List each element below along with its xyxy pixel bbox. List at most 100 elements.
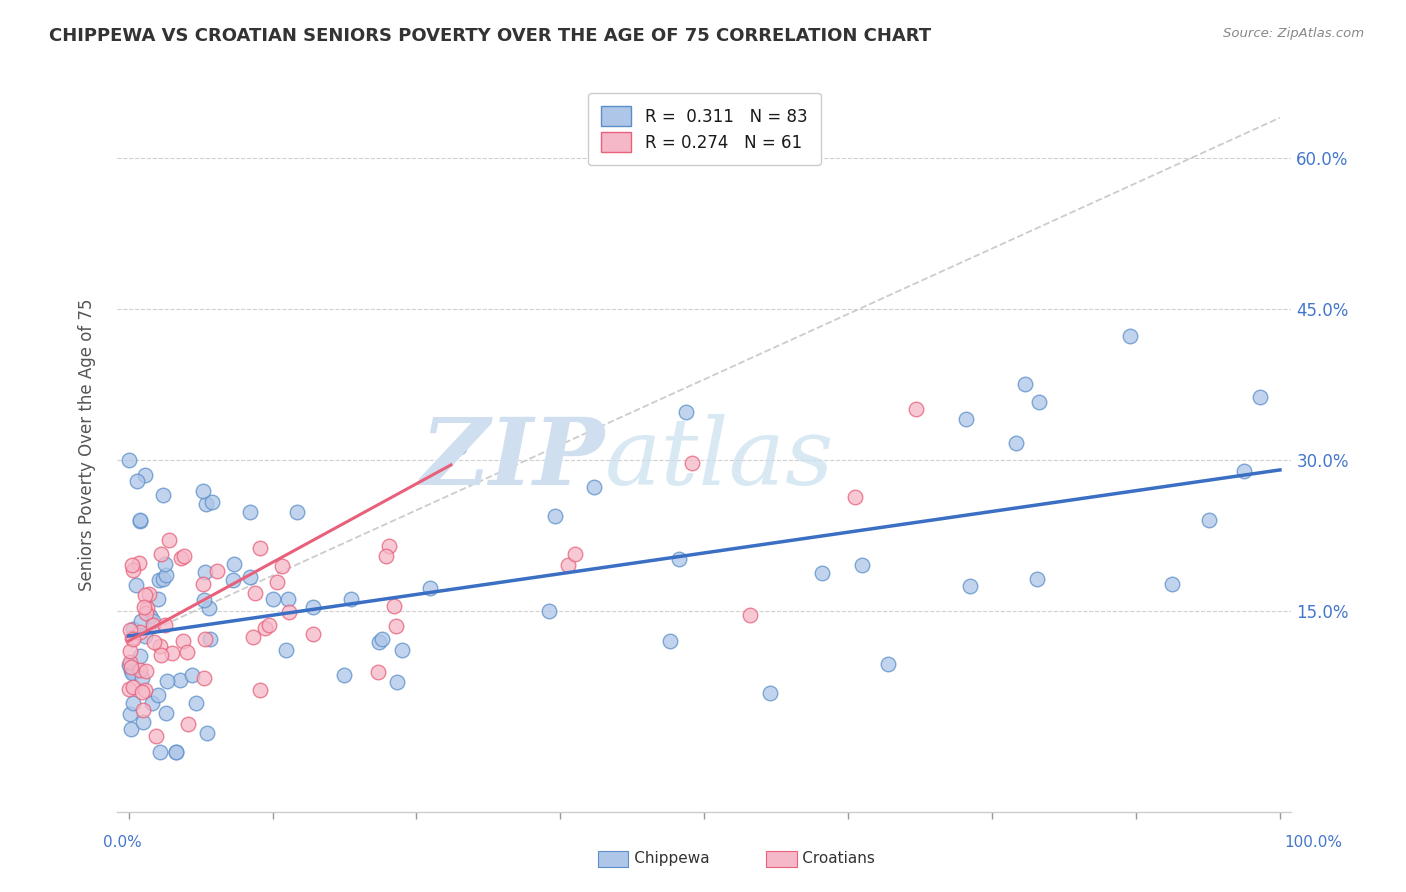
Point xyxy=(194,497,217,511)
Point xyxy=(198,632,221,646)
Point xyxy=(266,575,288,590)
Point xyxy=(129,625,152,640)
Point xyxy=(259,618,281,632)
Point xyxy=(675,405,697,419)
Point xyxy=(148,591,170,606)
Text: Croatians: Croatians xyxy=(773,851,875,865)
Point xyxy=(254,621,277,635)
Point xyxy=(148,573,170,587)
Point xyxy=(1028,394,1050,409)
Point xyxy=(811,566,834,580)
Point xyxy=(156,673,179,688)
Point xyxy=(249,541,271,555)
Point xyxy=(222,557,245,571)
Point xyxy=(145,729,167,743)
Y-axis label: Seniors Poverty Over the Age of 75: Seniors Poverty Over the Age of 75 xyxy=(79,299,96,591)
Point xyxy=(122,680,145,694)
Point xyxy=(557,558,579,572)
Point xyxy=(118,681,141,696)
Point xyxy=(141,696,163,710)
Point xyxy=(118,655,141,669)
Point xyxy=(122,622,145,636)
Point xyxy=(740,607,762,622)
Point xyxy=(955,412,977,426)
Point xyxy=(193,632,215,646)
Point xyxy=(128,649,150,664)
Point xyxy=(191,576,214,591)
Point xyxy=(277,605,299,619)
Point xyxy=(285,505,308,519)
Point xyxy=(153,558,176,572)
Point xyxy=(243,586,266,600)
Point xyxy=(170,551,193,566)
Point xyxy=(658,634,681,648)
Point xyxy=(142,618,165,632)
Point xyxy=(131,685,153,699)
Point xyxy=(131,671,153,685)
Point xyxy=(172,634,194,648)
Point xyxy=(200,495,222,509)
Point xyxy=(877,657,900,671)
Text: Chippewa: Chippewa xyxy=(605,851,709,865)
Point xyxy=(120,706,142,721)
Point xyxy=(128,556,150,570)
Point xyxy=(368,635,391,649)
Point xyxy=(195,726,218,740)
Point xyxy=(118,453,141,467)
Point xyxy=(191,483,214,498)
Point xyxy=(139,608,162,623)
Point xyxy=(129,664,152,678)
Point xyxy=(142,614,165,628)
Point xyxy=(129,614,152,628)
Point xyxy=(447,440,470,454)
Point xyxy=(162,646,184,660)
Point xyxy=(125,578,148,592)
Point xyxy=(165,745,187,759)
Point xyxy=(193,592,215,607)
Point xyxy=(120,722,142,736)
Point xyxy=(249,683,271,698)
Point xyxy=(142,635,165,649)
Point xyxy=(155,618,177,632)
Point xyxy=(129,514,152,528)
Point xyxy=(134,467,156,482)
Legend: R =  0.311   N = 83, R = 0.274   N = 61: R = 0.311 N = 83, R = 0.274 N = 61 xyxy=(588,93,821,165)
Point xyxy=(1233,464,1256,478)
Point xyxy=(121,631,143,645)
Point xyxy=(193,671,215,685)
Point xyxy=(134,599,156,614)
Point xyxy=(194,565,217,579)
Point xyxy=(180,668,202,682)
Point xyxy=(120,663,142,677)
Point xyxy=(759,686,782,700)
Point xyxy=(135,601,157,615)
Point xyxy=(176,717,198,731)
Point xyxy=(121,632,143,647)
Point xyxy=(149,639,172,653)
Point xyxy=(125,475,148,489)
Point xyxy=(844,490,866,504)
Text: 0.0%: 0.0% xyxy=(103,836,142,850)
Point xyxy=(1025,572,1047,586)
Point xyxy=(134,588,156,602)
Point xyxy=(186,696,208,710)
Point xyxy=(122,563,145,577)
Point xyxy=(176,645,198,659)
Point xyxy=(239,505,262,519)
Point xyxy=(122,665,145,679)
Point xyxy=(1014,377,1036,392)
Point xyxy=(120,660,142,674)
Text: ZIP: ZIP xyxy=(420,415,605,505)
Point xyxy=(668,552,690,566)
Point xyxy=(121,558,143,572)
Point xyxy=(222,574,245,588)
Point xyxy=(270,558,292,573)
Point xyxy=(302,627,325,641)
Point xyxy=(118,658,141,673)
Point xyxy=(371,632,394,647)
Point xyxy=(332,668,354,682)
Point xyxy=(146,688,169,702)
Point xyxy=(419,582,441,596)
Point xyxy=(149,745,172,759)
Point xyxy=(132,703,155,717)
